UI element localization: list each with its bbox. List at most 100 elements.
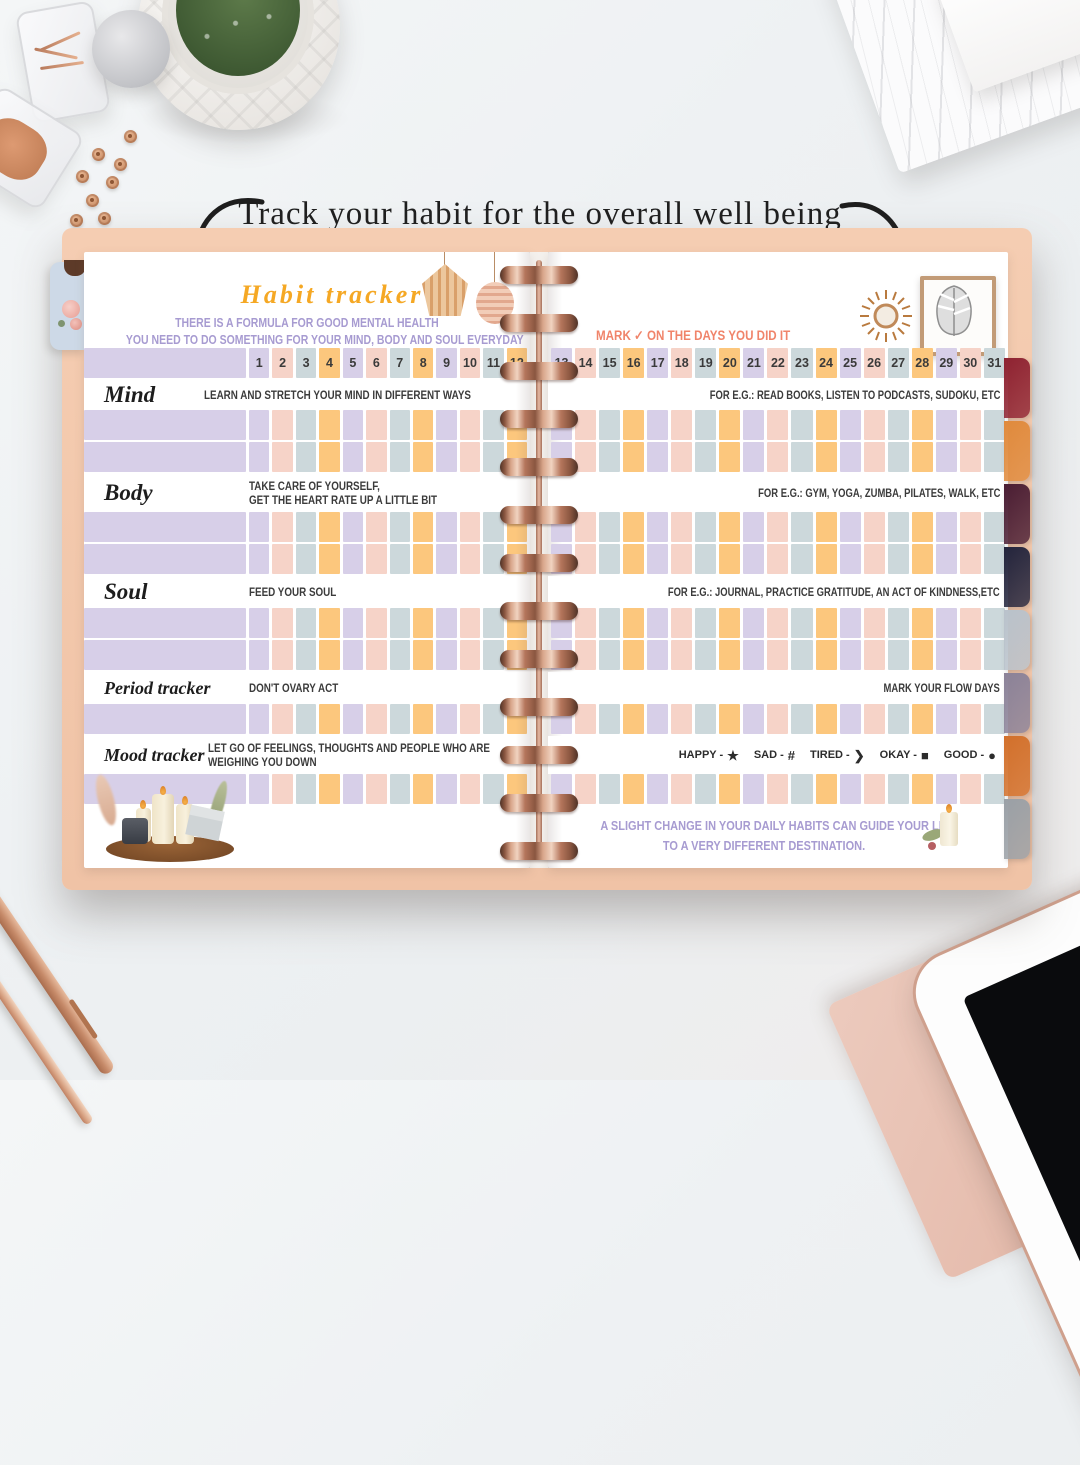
- day-cell-27[interactable]: [887, 512, 909, 542]
- day-cell-20[interactable]: [719, 774, 741, 804]
- day-cell-20[interactable]: [719, 442, 741, 472]
- day-cell-15[interactable]: 15: [599, 348, 621, 378]
- day-cell-14[interactable]: [575, 442, 597, 472]
- day-cell-29[interactable]: [935, 774, 957, 804]
- day-cell-24[interactable]: [815, 640, 837, 670]
- day-cell-9[interactable]: [436, 704, 457, 734]
- day-cell-22[interactable]: [767, 512, 789, 542]
- day-cell-9[interactable]: [436, 442, 457, 472]
- day-cell-10[interactable]: [459, 442, 481, 472]
- day-cell-27[interactable]: [887, 442, 909, 472]
- day-cell-29[interactable]: [935, 544, 957, 574]
- day-cell-19[interactable]: [695, 410, 717, 440]
- day-cell-11[interactable]: [483, 410, 504, 440]
- day-cell-21[interactable]: 21: [743, 348, 765, 378]
- day-cell-22[interactable]: [767, 704, 789, 734]
- day-cell-3[interactable]: [295, 640, 317, 670]
- day-cell-3[interactable]: [295, 410, 317, 440]
- day-cell-19[interactable]: [695, 640, 717, 670]
- day-cell-20[interactable]: [719, 512, 741, 542]
- day-cell-4[interactable]: [319, 774, 340, 804]
- day-cell-9[interactable]: 9: [436, 348, 457, 378]
- day-cell-9[interactable]: [436, 774, 457, 804]
- day-cell-28[interactable]: [911, 544, 933, 574]
- day-cell-17[interactable]: [647, 512, 669, 542]
- day-cell-3[interactable]: [295, 442, 317, 472]
- day-cell-10[interactable]: [459, 512, 481, 542]
- day-cell-20[interactable]: [719, 608, 741, 638]
- day-cell-8[interactable]: 8: [412, 348, 434, 378]
- day-cell-20[interactable]: 20: [719, 348, 741, 378]
- day-cell-7[interactable]: [389, 640, 410, 670]
- day-cell-9[interactable]: [436, 544, 457, 574]
- day-cell-5[interactable]: [342, 704, 364, 734]
- day-cell-29[interactable]: [935, 512, 957, 542]
- day-cell-11[interactable]: [483, 640, 504, 670]
- day-cell-19[interactable]: [695, 512, 717, 542]
- day-cell-29[interactable]: 29: [935, 348, 957, 378]
- side-tab-1[interactable]: [1004, 358, 1030, 418]
- day-cell-28[interactable]: [911, 512, 933, 542]
- day-cell-11[interactable]: [483, 442, 504, 472]
- day-cell-31[interactable]: [983, 608, 1005, 638]
- day-cell-4[interactable]: 4: [319, 348, 340, 378]
- day-cell-19[interactable]: 19: [695, 348, 717, 378]
- day-cell-8[interactable]: [412, 774, 434, 804]
- day-cell-14[interactable]: [575, 512, 597, 542]
- day-cell-22[interactable]: [767, 544, 789, 574]
- side-tab-3[interactable]: [1004, 484, 1030, 544]
- day-cell-16[interactable]: [623, 512, 645, 542]
- day-cell-23[interactable]: [791, 640, 813, 670]
- day-cell-15[interactable]: [599, 442, 621, 472]
- day-cell-3[interactable]: [295, 544, 317, 574]
- day-cell-25[interactable]: 25: [839, 348, 861, 378]
- day-cell-9[interactable]: [436, 608, 457, 638]
- day-cell-4[interactable]: [319, 410, 340, 440]
- day-cell-17[interactable]: [647, 640, 669, 670]
- side-tab-7[interactable]: [1004, 736, 1030, 796]
- day-cell-11[interactable]: [483, 544, 504, 574]
- day-cell-17[interactable]: 17: [647, 348, 669, 378]
- day-cell-17[interactable]: [647, 608, 669, 638]
- side-tab-6[interactable]: [1004, 673, 1030, 733]
- day-cell-6[interactable]: [366, 442, 387, 472]
- day-cell-1[interactable]: [249, 640, 270, 670]
- day-cell-14[interactable]: [575, 640, 597, 670]
- day-cell-21[interactable]: [743, 704, 765, 734]
- day-cell-6[interactable]: [366, 608, 387, 638]
- day-cell-25[interactable]: [839, 442, 861, 472]
- day-cell-14[interactable]: [575, 410, 597, 440]
- day-cell-2[interactable]: 2: [272, 348, 293, 378]
- day-cell-2[interactable]: [272, 410, 293, 440]
- day-cell-2[interactable]: [272, 608, 293, 638]
- day-cell-15[interactable]: [599, 704, 621, 734]
- day-cell-8[interactable]: [412, 512, 434, 542]
- day-cell-26[interactable]: [863, 774, 885, 804]
- day-cell-5[interactable]: [342, 544, 364, 574]
- floral-page-tab[interactable]: [50, 260, 86, 350]
- day-cell-11[interactable]: [483, 774, 504, 804]
- day-cell-6[interactable]: 6: [366, 348, 387, 378]
- day-cell-26[interactable]: [863, 442, 885, 472]
- day-cell-24[interactable]: [815, 608, 837, 638]
- day-cell-21[interactable]: [743, 544, 765, 574]
- day-cell-6[interactable]: [366, 774, 387, 804]
- day-cell-25[interactable]: [839, 608, 861, 638]
- day-cell-5[interactable]: [342, 442, 364, 472]
- day-cell-19[interactable]: [695, 704, 717, 734]
- day-cell-27[interactable]: [887, 544, 909, 574]
- day-cell-28[interactable]: [911, 774, 933, 804]
- day-cell-2[interactable]: [272, 704, 293, 734]
- day-cell-10[interactable]: [459, 410, 481, 440]
- day-cell-1[interactable]: [249, 544, 270, 574]
- day-cell-30[interactable]: [959, 704, 981, 734]
- day-cell-29[interactable]: [935, 608, 957, 638]
- day-cell-18[interactable]: [671, 640, 693, 670]
- day-cell-2[interactable]: [272, 640, 293, 670]
- day-cell-26[interactable]: [863, 410, 885, 440]
- day-cell-16[interactable]: [623, 608, 645, 638]
- day-cell-16[interactable]: [623, 410, 645, 440]
- day-cell-15[interactable]: [599, 410, 621, 440]
- day-cell-24[interactable]: 24: [815, 348, 837, 378]
- day-cell-1[interactable]: [249, 410, 270, 440]
